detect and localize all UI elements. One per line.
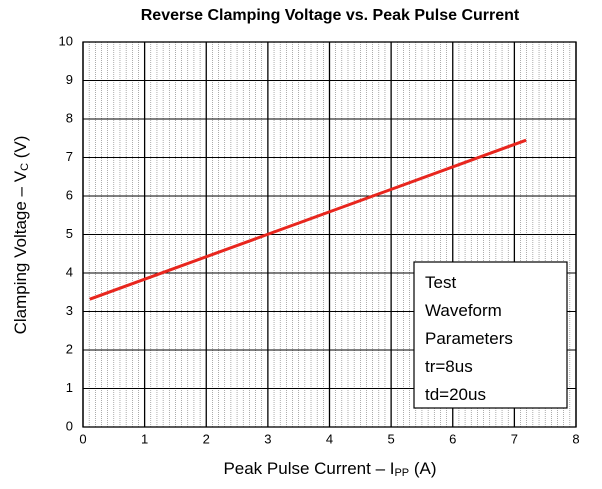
x-tick-label: 4 xyxy=(326,431,333,446)
y-tick-label: 6 xyxy=(66,187,73,202)
annotation-text: Waveform xyxy=(425,301,502,320)
annotation-text: Parameters xyxy=(425,329,513,348)
y-axis-label-sub: C xyxy=(19,163,31,171)
annotation-text: td=20us xyxy=(425,385,486,404)
chart-title: Reverse Clamping Voltage vs. Peak Pulse … xyxy=(141,7,520,24)
x-axis-label-sub: PP xyxy=(394,467,409,479)
y-axis-label-main: Clamping Voltage – V xyxy=(11,170,30,334)
y-tick-label: 9 xyxy=(66,72,73,87)
x-tick-label: 0 xyxy=(79,431,86,446)
y-tick-label: 2 xyxy=(66,341,73,356)
y-axis-label-unit: (V) xyxy=(11,136,30,163)
y-tick-label: 0 xyxy=(66,418,73,433)
x-tick-label: 5 xyxy=(388,431,395,446)
y-tick-label: 4 xyxy=(66,264,73,279)
x-tick-label: 6 xyxy=(449,431,456,446)
x-tick-label: 7 xyxy=(511,431,518,446)
data-line xyxy=(89,138,527,301)
x-axis-label: Peak Pulse Current – IPP (A) xyxy=(223,459,436,478)
plot-frame xyxy=(82,41,577,428)
y-tick-label: 1 xyxy=(66,380,73,395)
x-tick-label: 8 xyxy=(572,431,579,446)
annotation-text: Test xyxy=(425,273,456,292)
y-tick-label: 8 xyxy=(66,110,73,125)
x-axis-label-unit: (A) xyxy=(409,459,436,478)
x-axis-label-main: Peak Pulse Current – I xyxy=(223,459,394,478)
annotation-text: tr=8us xyxy=(425,357,473,376)
x-tick-label: 3 xyxy=(264,431,271,446)
x-tick-label: 2 xyxy=(203,431,210,446)
annotation-box xyxy=(413,261,568,409)
x-tick-label: 1 xyxy=(141,431,148,446)
y-tick-label: 7 xyxy=(66,149,73,164)
y-tick-label: 3 xyxy=(66,303,73,318)
y-axis-label: Clamping Voltage – VC (V) xyxy=(11,136,30,335)
y-tick-label: 5 xyxy=(66,226,73,241)
y-tick-label: 10 xyxy=(59,33,73,48)
